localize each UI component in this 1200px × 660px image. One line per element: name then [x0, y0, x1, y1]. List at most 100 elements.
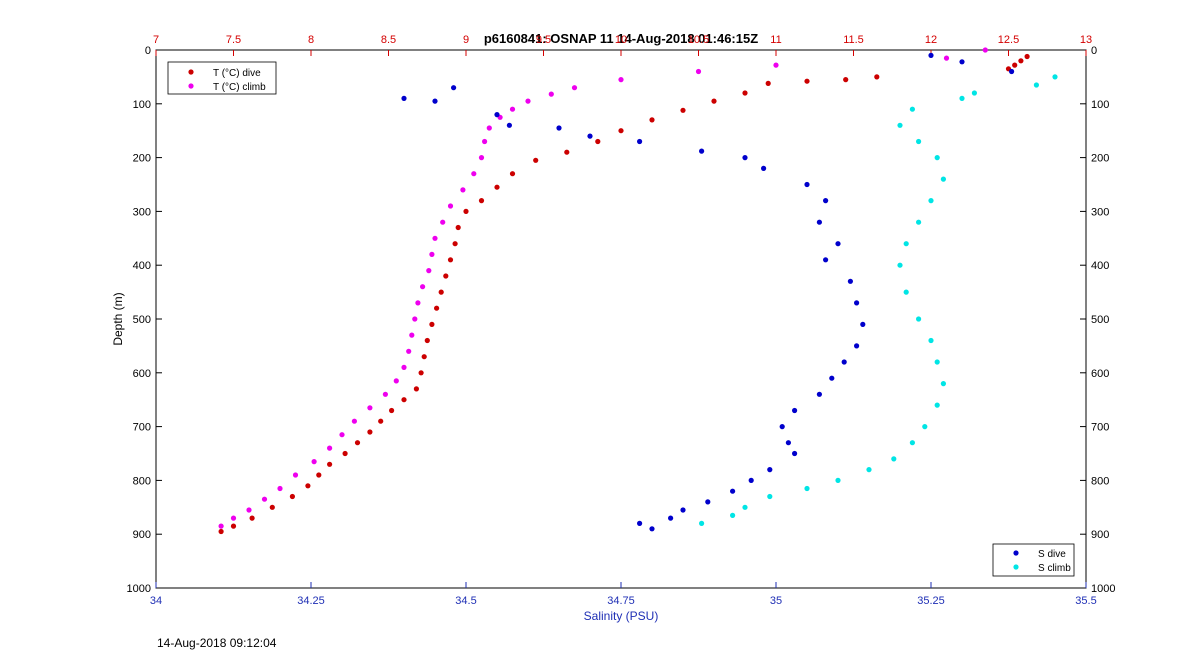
data-point [378, 418, 384, 424]
series-s-climb [699, 74, 1058, 527]
data-point [843, 77, 849, 83]
legend-box-temperature [167, 61, 277, 95]
data-point [432, 98, 438, 104]
data-point [816, 219, 823, 225]
data-point [440, 219, 446, 225]
data-point [767, 467, 773, 473]
x-axis-label-bottom: Salinity (PSU) [584, 609, 659, 623]
data-point [866, 467, 872, 473]
y-tick-label: 900 [133, 529, 151, 541]
data-point [699, 520, 705, 527]
data-point [443, 273, 449, 279]
data-point [548, 91, 554, 97]
data-point [218, 523, 224, 529]
data-point [742, 90, 748, 96]
y-tick-label: 0 [145, 45, 151, 57]
x-bottom-tick-label: 34.5 [455, 595, 476, 607]
data-point [916, 316, 922, 322]
y-tick-label: 500 [133, 314, 151, 326]
data-point [432, 235, 438, 241]
data-point [618, 77, 624, 83]
data-point [804, 78, 810, 84]
data-point [922, 424, 928, 430]
x-top-tick-label: 7.5 [226, 34, 241, 46]
ticks-layer: 0 0 100 100 200 200 300 300 400 400 500 500 600 600 70… [127, 34, 1116, 607]
data-point [971, 90, 978, 96]
series-t-c-climb [218, 47, 988, 529]
data-point [928, 52, 934, 59]
data-point [618, 128, 624, 134]
x-top-tick-label: 12.5 [998, 34, 1019, 46]
y-axis-label: Depth (m) [111, 292, 125, 345]
data-point [277, 485, 283, 492]
x-bottom-tick-label: 35.5 [1075, 595, 1096, 607]
x-bottom-tick-label: 34.75 [607, 595, 635, 607]
data-point [463, 208, 469, 214]
x-bottom-tick-label: 35.25 [917, 595, 945, 607]
footer-timestamp: 14-Aug-2018 09:12:04 [157, 636, 277, 650]
data-point [246, 507, 252, 513]
data-point [571, 85, 578, 91]
data-point [649, 117, 655, 123]
data-point [903, 289, 909, 295]
data-point [564, 149, 570, 155]
data-point [934, 155, 940, 161]
data-point [767, 493, 773, 500]
data-point [792, 407, 798, 414]
data-point [637, 138, 643, 145]
data-point [897, 122, 903, 128]
data-point [903, 241, 909, 247]
data-point [420, 284, 426, 290]
y-tick-label-right: 500 [1091, 314, 1109, 326]
data-point [816, 391, 823, 397]
data-point [412, 316, 418, 322]
data-point [367, 429, 373, 435]
data-point [438, 289, 444, 295]
data-point [409, 332, 415, 338]
legend-label: T (°C) dive [213, 68, 261, 79]
data-point [1052, 74, 1058, 80]
data-point [841, 359, 847, 365]
legend-label: S dive [1038, 549, 1066, 560]
y-tick-label-right: 400 [1091, 260, 1109, 272]
data-point [429, 251, 435, 257]
data-point [401, 397, 407, 403]
data-point [668, 515, 674, 521]
data-point [452, 241, 458, 247]
y-tick-label: 100 [133, 99, 151, 111]
data-point [595, 138, 601, 145]
legend-marker [188, 69, 194, 75]
y-tick-label-right: 700 [1091, 422, 1109, 434]
data-point [424, 337, 430, 344]
data-point [695, 68, 702, 75]
data-point [401, 95, 407, 101]
data-point [823, 198, 829, 204]
data-point [533, 157, 539, 163]
data-point [940, 176, 947, 182]
data-point [421, 354, 427, 360]
data-point [289, 493, 295, 500]
data-point [1018, 58, 1024, 64]
data-point [823, 257, 829, 263]
x-top-tick-label: 8.5 [381, 34, 396, 46]
data-point [860, 321, 866, 327]
data-point [316, 472, 322, 478]
data-point [649, 526, 655, 532]
y-tick-label-right: 900 [1091, 529, 1109, 541]
data-point [230, 515, 237, 521]
x-top-tick-label: 7 [153, 34, 159, 46]
data-point [509, 171, 516, 177]
data-point [779, 424, 785, 430]
data-point [1033, 82, 1039, 88]
data-point [773, 62, 779, 68]
data-point [874, 74, 880, 80]
data-point [934, 359, 940, 365]
data-point [413, 386, 419, 392]
data-point [418, 370, 424, 376]
data-point [943, 55, 950, 61]
data-point [705, 499, 711, 505]
data-point [305, 483, 311, 489]
legend-layer: T (°C) dive T (°C) climb S dive S climb [167, 61, 1075, 577]
legend-marker [1013, 564, 1019, 570]
data-point [959, 59, 965, 65]
